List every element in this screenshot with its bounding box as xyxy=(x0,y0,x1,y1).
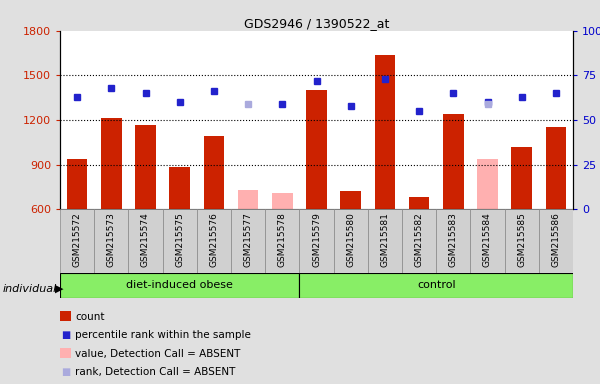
Bar xyxy=(60,209,94,273)
Bar xyxy=(163,209,197,273)
Text: GSM215580: GSM215580 xyxy=(346,212,355,267)
Bar xyxy=(340,192,361,209)
Bar xyxy=(299,209,334,273)
Bar xyxy=(135,125,156,209)
Text: control: control xyxy=(417,280,455,290)
Text: GSM215572: GSM215572 xyxy=(73,212,82,267)
Bar xyxy=(545,127,566,209)
Text: GSM215574: GSM215574 xyxy=(141,212,150,267)
Text: ■: ■ xyxy=(61,367,70,377)
Bar xyxy=(203,136,224,209)
Text: rank, Detection Call = ABSENT: rank, Detection Call = ABSENT xyxy=(75,367,235,377)
Text: count: count xyxy=(75,312,104,322)
Bar xyxy=(101,118,122,209)
Bar xyxy=(477,159,498,209)
Text: GSM215578: GSM215578 xyxy=(278,212,287,267)
Bar xyxy=(505,209,539,273)
Bar xyxy=(60,273,299,298)
Bar xyxy=(231,209,265,273)
Text: GSM215581: GSM215581 xyxy=(380,212,389,267)
Bar xyxy=(272,193,293,209)
Bar xyxy=(409,197,430,209)
Bar xyxy=(334,209,368,273)
Bar xyxy=(402,209,436,273)
Bar xyxy=(128,209,163,273)
Text: ■: ■ xyxy=(61,330,70,340)
Text: individual: individual xyxy=(3,284,57,294)
Text: GSM215584: GSM215584 xyxy=(483,212,492,267)
Bar xyxy=(94,209,128,273)
Text: GSM215576: GSM215576 xyxy=(209,212,218,267)
Text: GSM215577: GSM215577 xyxy=(244,212,253,267)
Bar xyxy=(265,209,299,273)
Title: GDS2946 / 1390522_at: GDS2946 / 1390522_at xyxy=(244,17,389,30)
Bar xyxy=(306,90,327,209)
Text: diet-induced obese: diet-induced obese xyxy=(126,280,233,290)
Text: GSM215582: GSM215582 xyxy=(415,212,424,267)
Text: GSM215585: GSM215585 xyxy=(517,212,526,267)
Bar xyxy=(470,209,505,273)
Bar xyxy=(238,190,259,209)
Text: percentile rank within the sample: percentile rank within the sample xyxy=(75,330,251,340)
Bar xyxy=(374,55,395,209)
Bar xyxy=(299,273,573,298)
Text: ▶: ▶ xyxy=(55,284,64,294)
Bar xyxy=(197,209,231,273)
Bar xyxy=(169,167,190,209)
Bar xyxy=(443,114,464,209)
Text: GSM215583: GSM215583 xyxy=(449,212,458,267)
Text: GSM215575: GSM215575 xyxy=(175,212,184,267)
Bar xyxy=(67,159,88,209)
Bar xyxy=(511,147,532,209)
Bar xyxy=(368,209,402,273)
Text: value, Detection Call = ABSENT: value, Detection Call = ABSENT xyxy=(75,349,241,359)
Bar xyxy=(436,209,470,273)
Text: GSM215586: GSM215586 xyxy=(551,212,560,267)
Text: GSM215573: GSM215573 xyxy=(107,212,116,267)
Bar xyxy=(539,209,573,273)
Text: GSM215579: GSM215579 xyxy=(312,212,321,267)
